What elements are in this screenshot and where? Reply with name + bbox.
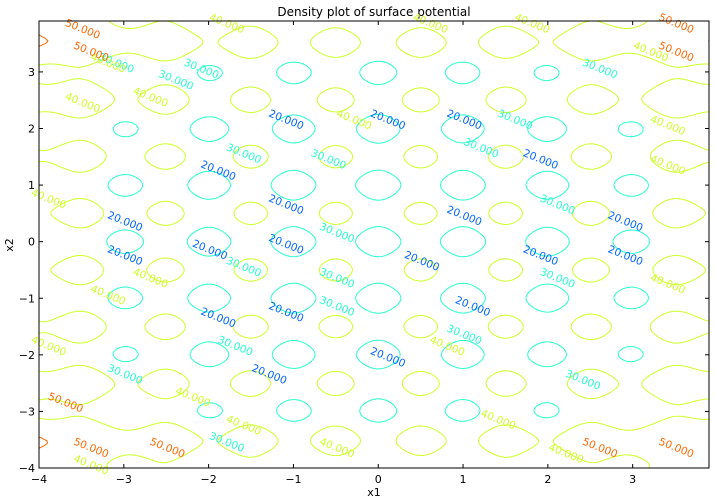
y-axis-label: x2 bbox=[3, 238, 16, 252]
contour-labels: 20.000 20.000 20.00020.00020.00020.00020.0… bbox=[29, 11, 695, 477]
x-tick-label: −2 bbox=[201, 473, 217, 486]
x-tick-label: 0 bbox=[375, 473, 382, 486]
contour-level-3 bbox=[106, 60, 651, 423]
plot-frame bbox=[38, 20, 710, 469]
y-tick-label: 1 bbox=[28, 179, 35, 192]
contour-label: 40.000 bbox=[479, 408, 518, 433]
contour-label: 30.000 bbox=[224, 142, 263, 167]
contour-label: 40.000 bbox=[29, 334, 68, 359]
contour-label: 20.000 bbox=[190, 238, 229, 263]
contour-label: 40.000 bbox=[29, 187, 68, 212]
contour-label: 50.000 bbox=[657, 436, 696, 461]
contour-label: 30.000 bbox=[157, 68, 196, 93]
contour-label: 40.000 bbox=[318, 436, 357, 461]
x-tick-label: 3 bbox=[629, 473, 636, 486]
y-axis-ticks: −4 −3 −2 −1 0 1 2 3 bbox=[19, 66, 709, 475]
contour-label: 40.000 bbox=[335, 108, 374, 133]
contour-label: 20.000 bbox=[267, 232, 306, 257]
contour-label: 30.000 bbox=[207, 430, 246, 455]
contour-label: 20.000 bbox=[267, 192, 306, 217]
contour-label: 40.000 bbox=[648, 272, 687, 297]
contour-label: 30.000 bbox=[462, 136, 501, 161]
contour-label: 20.000 bbox=[106, 209, 145, 234]
x-tick-label: −1 bbox=[285, 473, 301, 486]
chart-title: Density plot of surface potential bbox=[277, 5, 470, 19]
contour-label: 40.000 bbox=[207, 11, 246, 36]
contour-label: 30.000 bbox=[309, 147, 348, 172]
y-tick-label: −4 bbox=[19, 462, 35, 475]
contour-label: 40.000 bbox=[89, 283, 128, 308]
contour-label: 30.000 bbox=[106, 362, 145, 387]
contour-label: 40.000 bbox=[63, 91, 102, 116]
contour-label: 40.000 bbox=[173, 385, 212, 410]
x-tick-label: −4 bbox=[31, 473, 47, 486]
contour-label: 20.000 bbox=[445, 204, 484, 229]
contour-label: 40.000 bbox=[513, 11, 552, 36]
contour-label: 30.000 bbox=[224, 255, 263, 280]
contour-label: 30.000 bbox=[538, 192, 577, 217]
contour-label: 20.000 bbox=[402, 249, 441, 274]
x-tick-label: −3 bbox=[116, 473, 132, 486]
y-tick-label: 2 bbox=[28, 123, 35, 136]
contour-label: 20.000 bbox=[606, 243, 645, 268]
x-tick-label: 1 bbox=[460, 473, 467, 486]
contour-label: 40.000 bbox=[547, 441, 586, 466]
y-tick-label: −2 bbox=[19, 349, 35, 362]
y-tick-label: 3 bbox=[28, 66, 35, 79]
x-tick-label: 2 bbox=[544, 473, 551, 486]
contour-label: 40.000 bbox=[648, 153, 687, 178]
contour-label: 20.000 bbox=[267, 300, 306, 325]
y-tick-label: −3 bbox=[19, 405, 35, 418]
contour-label: 20.000 bbox=[106, 243, 145, 268]
contour-label: 50.000 bbox=[581, 436, 620, 461]
contour-label: 20.000 bbox=[369, 108, 408, 133]
contour-label: 50.000 bbox=[46, 391, 85, 416]
contour-label: 50.000 bbox=[148, 436, 187, 461]
y-tick-label: 0 bbox=[28, 236, 35, 249]
contour-label: 40.000 bbox=[131, 266, 170, 291]
contour-label: 20.000 bbox=[199, 306, 238, 331]
contour-label: 20.000 bbox=[453, 294, 492, 319]
contour-level-4 bbox=[39, 21, 709, 468]
contour-label: 30.000 bbox=[581, 57, 620, 82]
contour-label: 20.000 bbox=[521, 147, 560, 172]
contour-label: 50.000 bbox=[657, 11, 696, 36]
contour-label: 20.000 bbox=[199, 159, 238, 184]
x-axis-label: x1 bbox=[367, 486, 381, 499]
x-axis-ticks: −4 −3 −2 −1 0 1 2 3 bbox=[31, 21, 636, 486]
contour-label: 20.000 bbox=[445, 108, 484, 133]
contour-label: 20.000 bbox=[521, 243, 560, 268]
contour-label: 30.000 bbox=[496, 108, 535, 133]
contour-label: 30.000 bbox=[318, 266, 357, 291]
contour-label: 30.000 bbox=[538, 266, 577, 291]
y-tick-label: −1 bbox=[19, 292, 35, 305]
contour-label: 40.000 bbox=[224, 413, 263, 438]
